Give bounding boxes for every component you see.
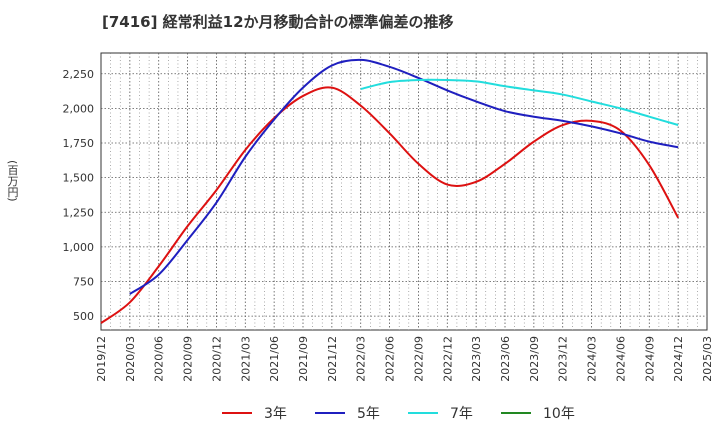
legend: 3年 5年 7年 10年 [222,406,575,422]
x-tick-label: 2019/12 [95,336,108,382]
legend-label: 5年 [357,406,380,422]
y-tick-label: 750 [73,276,94,289]
x-tick-label: 2020/03 [124,336,137,382]
series-lines [100,58,680,324]
series-line-2 [129,58,679,295]
x-tick-label: 2022/06 [384,336,397,382]
y-tick-label: 1,000 [63,241,95,254]
x-tick-label: 2020/06 [153,336,166,382]
x-tick-label: 2024/06 [614,336,627,382]
x-tick-label: 2021/12 [326,336,339,382]
x-tick-label: 2022/12 [441,336,454,382]
y-tick-label: 2,000 [63,102,95,115]
x-tick-label: 2024/03 [586,336,599,382]
legend-label: 3年 [264,406,287,422]
plot-area [100,52,708,331]
x-tick-label: 2023/12 [557,336,570,382]
x-tick-label: 2024/12 [672,336,685,382]
x-tick-label: 2020/12 [210,336,223,382]
y-axis-label: (百万円) [6,160,19,202]
y-tick-label: 500 [73,310,94,323]
y-tick-label: 2,250 [63,68,95,81]
x-tick-label: 2021/03 [239,336,252,382]
series-line-1 [100,86,680,324]
x-tick-label: 2021/06 [268,336,281,382]
x-tick-label: 2021/09 [297,336,310,382]
x-axis-ticks: 2019/12 2020/03 2020/06 2020/09 2020/12 2021/… [95,336,714,382]
x-tick-label: 2023/03 [470,336,483,382]
x-tick-label: 2020/09 [182,336,195,382]
y-tick-label: 1,500 [63,172,95,185]
x-tick-label: 2024/09 [643,336,656,382]
series-line-3 [360,78,679,126]
y-axis-ticks: 500 750 1,000 1,250 1,500 1,750 2,000 2,250 [63,68,95,323]
x-tick-label: 2025/03 [701,336,714,382]
x-tick-label: 2022/03 [355,336,368,382]
y-tick-label: 1,250 [63,206,95,219]
legend-label: 7年 [450,406,473,422]
grid-lines [101,53,707,330]
x-tick-label: 2023/09 [528,336,541,382]
x-tick-label: 2022/09 [412,336,425,382]
y-tick-label: 1,750 [63,137,95,150]
x-tick-label: 2023/06 [499,336,512,382]
legend-label: 10年 [543,406,575,422]
chart-title: [7416] 経常利益12か月移動合計の標準偏差の推移 [102,13,454,31]
